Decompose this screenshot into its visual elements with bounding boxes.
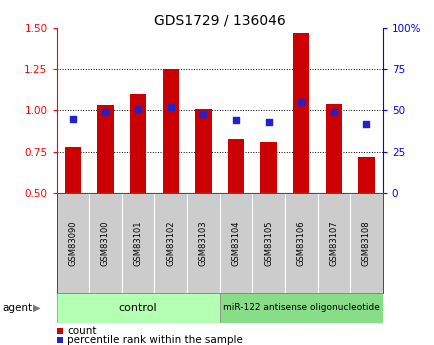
Bar — [260, 142, 276, 193]
Bar — [195, 109, 211, 193]
Text: GSM83108: GSM83108 — [361, 220, 370, 266]
Bar — [219, 293, 382, 323]
Text: GSM83104: GSM83104 — [231, 220, 240, 266]
Point — [135, 106, 141, 111]
Bar — [358, 157, 374, 193]
Bar — [325, 104, 341, 193]
Bar — [122, 193, 154, 293]
Point — [330, 109, 337, 115]
Text: control: control — [118, 303, 157, 313]
Bar — [349, 193, 382, 293]
Bar — [97, 106, 113, 193]
Point — [297, 99, 304, 105]
Bar — [56, 193, 89, 293]
Point — [265, 119, 272, 125]
Bar — [293, 32, 309, 193]
Bar — [219, 193, 252, 293]
Bar — [130, 94, 146, 193]
Bar — [284, 193, 317, 293]
Text: GSM83107: GSM83107 — [329, 220, 338, 266]
Bar — [317, 193, 349, 293]
Point — [199, 111, 207, 117]
Bar — [227, 139, 243, 193]
Text: agent: agent — [2, 303, 32, 313]
Text: GSM83090: GSM83090 — [68, 220, 77, 266]
Point — [232, 118, 239, 123]
Point — [102, 109, 108, 115]
Bar — [89, 193, 122, 293]
Bar — [162, 69, 178, 193]
Point — [362, 121, 369, 126]
Bar — [187, 193, 219, 293]
Text: GSM83106: GSM83106 — [296, 220, 305, 266]
Text: count: count — [67, 326, 96, 336]
Text: GSM83103: GSM83103 — [198, 220, 207, 266]
Text: GDS1729 / 136046: GDS1729 / 136046 — [154, 14, 285, 28]
Point — [69, 116, 76, 121]
Text: GSM83100: GSM83100 — [101, 220, 110, 266]
Bar — [56, 293, 219, 323]
Point — [167, 104, 174, 110]
Text: GSM83102: GSM83102 — [166, 220, 175, 266]
Text: miR-122 antisense oligonucleotide: miR-122 antisense oligonucleotide — [222, 303, 379, 313]
Text: percentile rank within the sample: percentile rank within the sample — [67, 335, 243, 345]
Bar — [154, 193, 187, 293]
Bar — [252, 193, 284, 293]
Text: GSM83101: GSM83101 — [133, 220, 142, 266]
Bar — [65, 147, 81, 193]
Text: ▶: ▶ — [33, 303, 40, 313]
Text: GSM83105: GSM83105 — [263, 220, 273, 266]
